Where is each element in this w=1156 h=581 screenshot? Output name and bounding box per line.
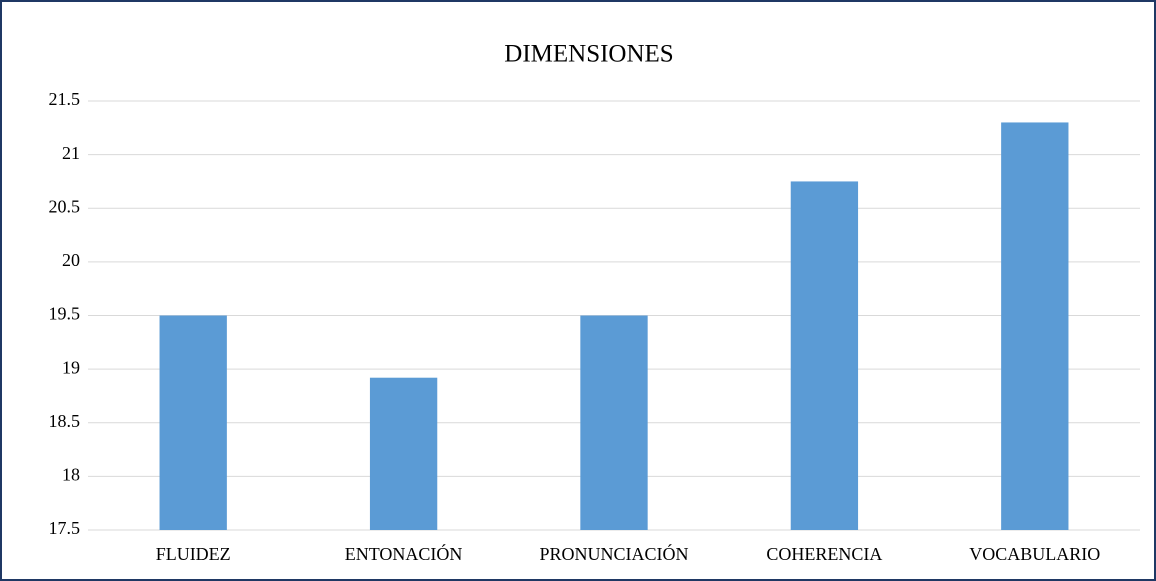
x-tick-label: VOCABULARIO (969, 544, 1100, 564)
y-tick-label: 19 (62, 357, 80, 377)
y-tick-label: 19.5 (49, 304, 81, 324)
chart-title: DIMENSIONES (504, 41, 673, 68)
x-tick-label: FLUIDEZ (156, 544, 231, 564)
bar (369, 377, 438, 530)
y-tick-label: 18.5 (49, 411, 81, 431)
y-tick-label: 21.5 (49, 89, 81, 109)
y-tick-label: 20.5 (49, 196, 81, 216)
y-tick-label: 18 (62, 465, 80, 485)
bar (790, 181, 859, 530)
x-tick-label: PRONUNCIACIÓN (539, 543, 688, 564)
y-tick-label: 21 (62, 143, 80, 163)
bar (1001, 122, 1069, 530)
x-tick-label: ENTONACIÓN (345, 543, 463, 564)
x-tick-label: COHERENCIA (766, 544, 882, 564)
y-tick-label: 17.5 (49, 518, 81, 538)
y-tick-label: 20 (62, 250, 80, 270)
bar (159, 315, 227, 530)
bar (580, 315, 648, 530)
